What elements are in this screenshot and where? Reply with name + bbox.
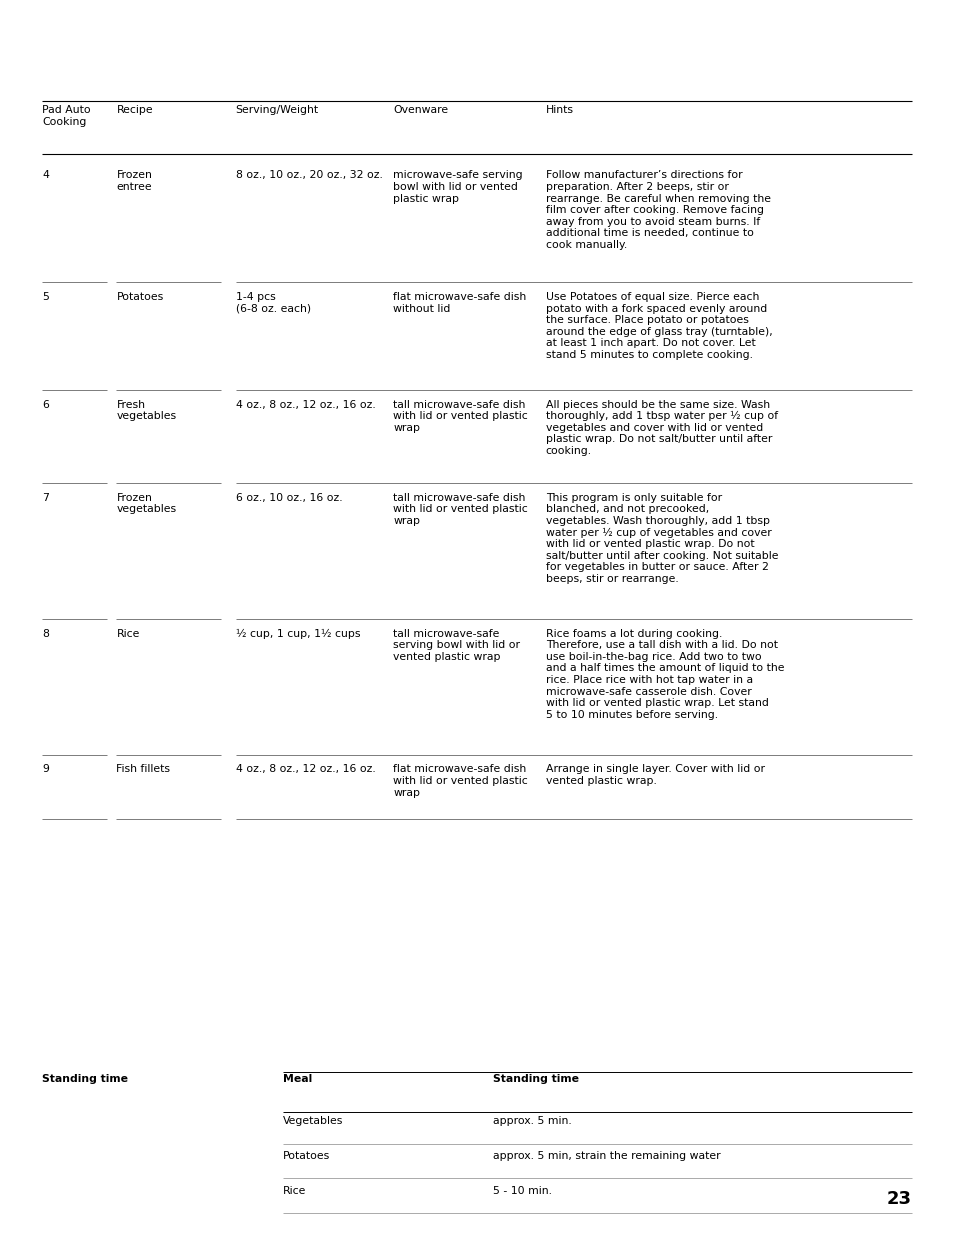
Text: 8: 8 <box>42 629 49 638</box>
Text: Frozen
vegetables: Frozen vegetables <box>116 493 176 514</box>
Text: Hints: Hints <box>545 105 573 115</box>
Text: tall microwave-safe dish
with lid or vented plastic
wrap: tall microwave-safe dish with lid or ven… <box>393 493 527 526</box>
Text: Pad Auto
Cooking: Pad Auto Cooking <box>42 105 91 126</box>
Text: Potatoes: Potatoes <box>116 293 164 303</box>
Text: microwave-safe serving
bowl with lid or vented
plastic wrap: microwave-safe serving bowl with lid or … <box>393 170 522 204</box>
Text: 5 - 10 min.: 5 - 10 min. <box>493 1186 552 1195</box>
Text: Follow manufacturer’s directions for
preparation. After 2 beeps, stir or
rearran: Follow manufacturer’s directions for pre… <box>545 170 770 249</box>
Text: flat microwave-safe dish
with lid or vented plastic
wrap: flat microwave-safe dish with lid or ven… <box>393 764 527 798</box>
Text: Recipe: Recipe <box>116 105 152 115</box>
Text: Meal: Meal <box>283 1074 313 1084</box>
Text: 7: 7 <box>42 493 49 503</box>
Text: 4 oz., 8 oz., 12 oz., 16 oz.: 4 oz., 8 oz., 12 oz., 16 oz. <box>235 400 375 410</box>
Text: Serving/Weight: Serving/Weight <box>235 105 318 115</box>
Text: This program is only suitable for
blanched, and not precooked,
vegetables. Wash : This program is only suitable for blanch… <box>545 493 778 584</box>
Text: ½ cup, 1 cup, 1½ cups: ½ cup, 1 cup, 1½ cups <box>235 629 360 638</box>
Text: 5: 5 <box>42 293 49 303</box>
Text: tall microwave-safe dish
with lid or vented plastic
wrap: tall microwave-safe dish with lid or ven… <box>393 400 527 432</box>
Text: Potatoes: Potatoes <box>283 1151 331 1161</box>
Text: Rice: Rice <box>116 629 140 638</box>
Text: 8 oz., 10 oz., 20 oz., 32 oz.: 8 oz., 10 oz., 20 oz., 32 oz. <box>235 170 382 180</box>
Text: Ovenware: Ovenware <box>393 105 448 115</box>
Text: 1-4 pcs
(6-8 oz. each): 1-4 pcs (6-8 oz. each) <box>235 293 311 314</box>
Text: tall microwave-safe
serving bowl with lid or
vented plastic wrap: tall microwave-safe serving bowl with li… <box>393 629 519 662</box>
Text: 23: 23 <box>886 1189 911 1208</box>
Text: Arrange in single layer. Cover with lid or
vented plastic wrap.: Arrange in single layer. Cover with lid … <box>545 764 764 785</box>
Text: Rice: Rice <box>283 1186 307 1195</box>
Text: Standing time: Standing time <box>493 1074 578 1084</box>
Text: All pieces should be the same size. Wash
thoroughly, add 1 tbsp water per ½ cup : All pieces should be the same size. Wash… <box>545 400 777 456</box>
Text: flat microwave-safe dish
without lid: flat microwave-safe dish without lid <box>393 293 526 314</box>
Text: Fresh
vegetables: Fresh vegetables <box>116 400 176 421</box>
Text: 6: 6 <box>42 400 49 410</box>
Text: Rice foams a lot during cooking.
Therefore, use a tall dish with a lid. Do not
u: Rice foams a lot during cooking. Therefo… <box>545 629 783 720</box>
Text: 4: 4 <box>42 170 49 180</box>
Text: Frozen
entree: Frozen entree <box>116 170 152 191</box>
Text: approx. 5 min, strain the remaining water: approx. 5 min, strain the remaining wate… <box>493 1151 720 1161</box>
Text: approx. 5 min.: approx. 5 min. <box>493 1116 572 1126</box>
Text: 6 oz., 10 oz., 16 oz.: 6 oz., 10 oz., 16 oz. <box>235 493 342 503</box>
Text: Use Potatoes of equal size. Pierce each
potato with a fork spaced evenly around
: Use Potatoes of equal size. Pierce each … <box>545 293 772 361</box>
Text: Vegetables: Vegetables <box>283 1116 343 1126</box>
Text: 4 oz., 8 oz., 12 oz., 16 oz.: 4 oz., 8 oz., 12 oz., 16 oz. <box>235 764 375 774</box>
Text: Fish fillets: Fish fillets <box>116 764 171 774</box>
Text: 9: 9 <box>42 764 49 774</box>
Text: Standing time: Standing time <box>42 1074 128 1084</box>
